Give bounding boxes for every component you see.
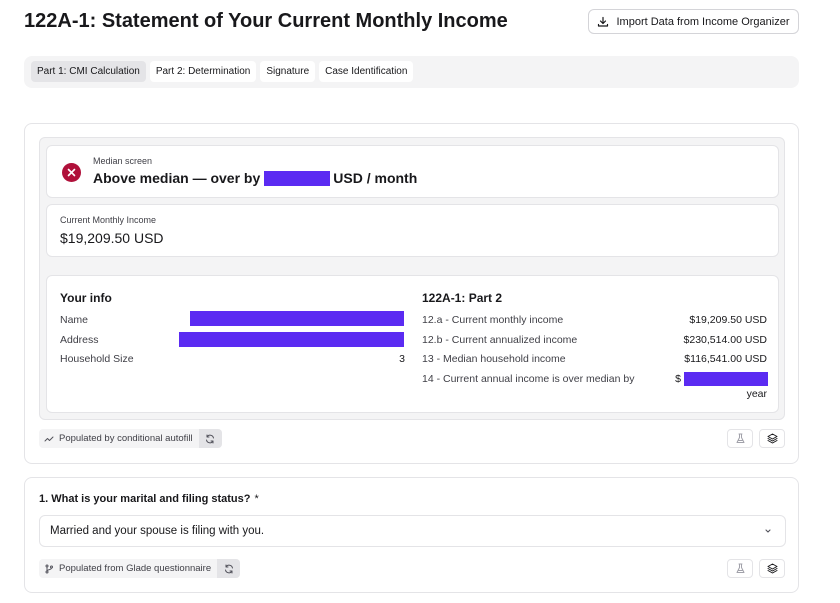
median-screen-result: Above median — over by USD / month [93,170,417,186]
redacted-address [179,332,404,347]
monthly-income-label: 12.a - Current monthly income [422,314,564,326]
autofill-badge: Populated by conditional autofill [39,429,222,448]
required-mark: * [254,493,259,505]
tab-case-identification[interactable]: Case Identification [319,61,414,82]
refresh-questionnaire-button[interactable] [217,559,241,578]
questionnaire-row: Populated from Glade questionnaire [39,559,241,578]
selected-value: Married and your spouse is filing with y… [50,525,265,537]
layers-button-q1[interactable] [759,559,785,578]
marital-status-select[interactable]: Married and your spouse is filing with y… [39,515,786,547]
flask-icon [736,563,744,573]
summary-panel: Median screen Above median — over by USD… [39,137,785,420]
autofill-row: Populated by conditional autofill [39,429,222,448]
median-result-suffix: USD / month [333,170,418,186]
cmi-value: $19,209.50 USD [60,230,164,246]
info-details-box: Your info Name Address Household Size 3 … [46,275,779,413]
page-title: 122A-1: Statement of Your Current Monthl… [24,10,508,32]
tab-bar: Part 1: CMI Calculation Part 2: Determin… [24,56,799,88]
median-screen-box: Median screen Above median — over by USD… [46,145,779,198]
questionnaire-badge: Populated from Glade questionnaire [39,559,241,578]
tab-cmi-calculation[interactable]: Part 1: CMI Calculation [31,61,146,82]
import-income-organizer-button[interactable]: Import Data from Income Organizer [588,9,799,34]
marital-status-card: 1. What is your marital and filing statu… [24,477,799,593]
trend-icon [44,436,54,441]
layers-icon [767,433,777,444]
over-median-unit: year [746,388,767,400]
current-monthly-income-box: Current Monthly Income $19,209.50 USD [46,204,779,257]
refresh-icon [224,564,233,573]
test-button-q1[interactable] [727,559,753,578]
flask-icon [736,433,744,443]
question-text: 1. What is your marital and filing statu… [39,493,251,505]
household-size-value: 3 [399,353,405,365]
refresh-icon [206,434,215,443]
median-screen-label: Median screen [93,156,153,166]
error-x-icon [62,163,81,182]
redacted-over-median [684,372,768,386]
household-size-label: Household Size [60,353,134,365]
refresh-autofill-button[interactable] [198,429,222,448]
import-button-label: Import Data from Income Organizer [616,15,790,28]
annualized-income-label: 12.b - Current annualized income [422,334,578,346]
over-median-label: 14 - Current annual income is over media… [422,373,635,385]
layers-button[interactable] [759,429,785,448]
cmi-label: Current Monthly Income [60,215,157,225]
your-info-title: Your info [60,291,112,305]
median-income-value: $116,541.00 USD [684,353,767,365]
cmi-summary-card: Median screen Above median — over by USD… [24,123,799,464]
over-median-currency: $ [675,373,681,385]
marital-status-question: 1. What is your marital and filing statu… [39,493,259,505]
autofill-label: Populated by conditional autofill [59,433,193,444]
questionnaire-label: Populated from Glade questionnaire [59,563,212,574]
test-button[interactable] [727,429,753,448]
annualized-income-value: $230,514.00 USD [683,334,767,346]
layers-icon [767,563,777,574]
address-label: Address [60,334,99,346]
chevron-down-icon [765,529,771,533]
download-icon [598,16,609,27]
median-result-prefix: Above median — over by [93,170,261,186]
redacted-amount [264,170,331,186]
redacted-name [190,311,404,326]
tab-determination[interactable]: Part 2: Determination [149,61,257,82]
part2-title: 122A-1: Part 2 [422,291,503,305]
median-income-label: 13 - Median household income [422,353,566,365]
name-label: Name [60,314,89,326]
tab-signature[interactable]: Signature [260,61,316,82]
branch-icon [45,564,53,573]
monthly-income-value: $19,209.50 USD [689,314,767,326]
